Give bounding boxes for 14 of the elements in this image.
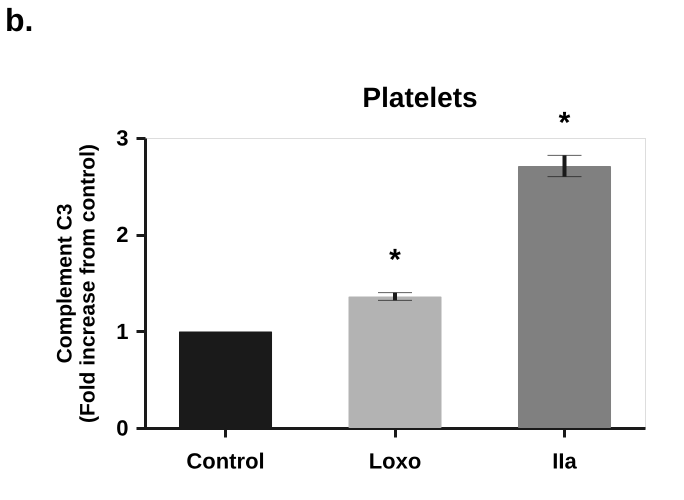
x-tick-label: IIa	[552, 448, 578, 474]
text: b.	[5, 2, 34, 38]
y-tick-label: 3	[116, 126, 128, 150]
x-tick-label: Loxo	[368, 448, 422, 474]
bar	[348, 296, 442, 428]
annotation: *	[558, 106, 571, 140]
y-tick-label: 0	[116, 416, 128, 440]
y-tick-label: 2	[116, 222, 128, 248]
bar	[518, 166, 612, 428]
chart-title: Platelets	[362, 82, 478, 113]
annotation: *	[389, 244, 402, 277]
y-tick-label: 1	[116, 318, 128, 344]
y-axis-title: Complement C3 (Fold increase from control)	[53, 144, 100, 423]
x-tick-label: Control	[186, 448, 265, 474]
